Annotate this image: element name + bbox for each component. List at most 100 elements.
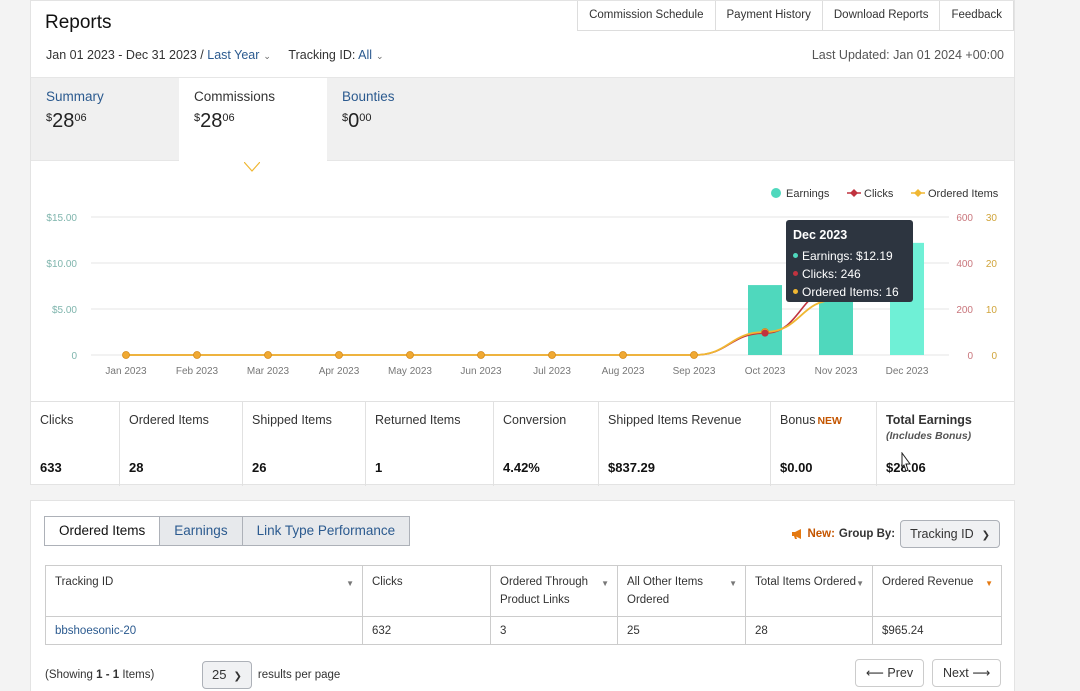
y-right-clicks-tick-label: 200 — [956, 305, 973, 316]
y-right-clicks-tick-label: 400 — [956, 259, 973, 270]
tab-commissions-label: Commissions — [194, 89, 276, 104]
new-label: New: — [807, 528, 835, 540]
prev-button[interactable]: ⟵ Prev — [855, 659, 925, 687]
col-ordered-revenue[interactable]: Ordered Revenue ▼ — [872, 565, 1002, 617]
group-by: New: Group By: Tracking ID ❯ — [791, 520, 1000, 548]
megaphone-icon — [792, 529, 802, 539]
col-clicks[interactable]: Clicks — [362, 565, 491, 617]
chevron-down-icon: ⌄ — [263, 51, 271, 61]
y-right-items-tick-label: 0 — [991, 351, 997, 362]
last-updated: Last Updated: Jan 01 2024 +00:00 — [811, 48, 1004, 62]
stat-clicks: Clicks 633 — [31, 402, 120, 486]
commission-schedule-button[interactable]: Commission Schedule — [577, 1, 716, 31]
chevron-down-icon: ⌄ — [376, 51, 384, 61]
legend-label: Earnings — [786, 188, 830, 200]
sort-icon: ▼ — [601, 579, 609, 588]
tab-bounties-amount: $000 — [342, 110, 372, 132]
cell-total-items: 28 — [745, 616, 873, 645]
tab-commissions-amount: $2806 — [194, 110, 235, 132]
chevron-down-icon: ❯ — [233, 671, 242, 682]
ordered-items-point — [406, 351, 414, 359]
y-right-clicks-tick-label: 600 — [956, 213, 973, 224]
stats-bar: Clicks 633 Ordered Items 28 Shipped Items 2… — [31, 401, 1014, 486]
ordered-dot-icon — [793, 289, 798, 295]
y-right-items-tick-label: 20 — [986, 259, 998, 270]
tracking-id-link[interactable]: bbshoesonic-20 — [45, 616, 363, 645]
table-row: bbshoesonic-20 632 3 25 28 $965.24 — [45, 616, 1002, 645]
y-left-tick-label: $5.00 — [52, 305, 77, 316]
next-button[interactable]: Next ⟶ — [932, 659, 1002, 687]
chevron-down-icon: ❯ — [981, 530, 990, 541]
x-tick-label: Jan 2023 — [105, 366, 147, 377]
feedback-button[interactable]: Feedback — [939, 1, 1014, 31]
sort-icon: ▼ — [856, 579, 864, 588]
x-tick-label: Sep 2023 — [673, 366, 716, 377]
y-right-items-tick-label: 10 — [986, 305, 998, 316]
x-tick-label: Jun 2023 — [460, 366, 502, 377]
tab-summary-amount: $2806 — [46, 110, 87, 132]
group-by-select[interactable]: Tracking ID ❯ — [900, 520, 1000, 548]
earnings-dot-icon — [793, 253, 798, 259]
reports-card: Reports Commission Schedule Payment Hist… — [30, 0, 1015, 486]
x-tick-label: Feb 2023 — [176, 366, 219, 377]
cell-clicks: 632 — [362, 616, 491, 645]
x-tick-label: Apr 2023 — [319, 366, 360, 377]
new-badge: NEW — [817, 415, 842, 427]
tab-commissions[interactable]: Commissions $2806 — [179, 78, 327, 163]
ordered-items-point — [122, 351, 130, 359]
clicks-dot-icon — [793, 271, 798, 277]
x-tick-label: Oct 2023 — [745, 366, 786, 377]
col-ordered-through[interactable]: Ordered Through Product Links ▼ — [490, 565, 618, 617]
col-total-items[interactable]: Total Items Ordered ▼ — [745, 565, 873, 617]
sort-icon: ▼ — [346, 579, 354, 588]
y-left-tick-label: 0 — [71, 351, 77, 362]
stat-shipped-revenue: Shipped Items Revenue $837.29 — [599, 402, 771, 486]
legend-earnings-icon — [771, 188, 781, 198]
ordered-items-point — [477, 351, 485, 359]
tooltip-title: Dec 2023 — [793, 228, 848, 242]
y-right-items-tick-label: 30 — [986, 213, 998, 224]
showing-count: (Showing 1 - 1 Items) — [45, 669, 155, 681]
tab-earnings[interactable]: Earnings — [159, 516, 243, 546]
cell-all-other: 25 — [617, 616, 746, 645]
per-page-select[interactable]: 25 ❯ — [202, 661, 252, 689]
mouse-pointer-icon — [901, 452, 911, 472]
report-table: Tracking ID ▼ Clicks Ordered Through Prod… — [45, 565, 1002, 645]
report-tabs: Summary $2806 Commissions $2806 Bounties… — [31, 77, 1014, 163]
tab-link-type-performance[interactable]: Link Type Performance — [241, 516, 411, 546]
y-left-tick-label: $15.00 — [46, 213, 77, 224]
tracking-id-label: Tracking ID: — [288, 48, 356, 62]
tracking-id-dropdown[interactable]: All ⌄ — [358, 48, 384, 62]
col-all-other[interactable]: All Other Items Ordered ▼ — [617, 565, 746, 617]
ordered-items-point — [690, 351, 698, 359]
download-reports-button[interactable]: Download Reports — [821, 1, 941, 31]
stat-bonus: Bonus NEW $0.00 — [771, 402, 877, 486]
cell-ordered-through: 3 — [490, 616, 618, 645]
x-tick-label: May 2023 — [388, 366, 432, 377]
x-tick-label: Mar 2023 — [247, 366, 290, 377]
ordered-items-point — [619, 351, 627, 359]
tab-bounties-label: Bounties — [342, 89, 395, 104]
earnings-chart: $15.00 $10.00 $5.00 0 600 400 200 0 30 20 10 0 Jan 2… — [46, 188, 999, 377]
ordered-items-point — [335, 351, 343, 359]
tooltip-earnings: Earnings: $12.19 — [793, 247, 906, 265]
tooltip-clicks: Clicks: 246 — [793, 265, 906, 283]
sort-icon: ▼ — [729, 579, 737, 588]
tab-summary-label: Summary — [46, 89, 104, 104]
payment-history-button[interactable]: Payment History — [714, 1, 823, 31]
earnings-bar — [748, 285, 782, 355]
stat-ordered-items: Ordered Items 28 — [120, 402, 243, 486]
group-by-label: Group By: — [838, 528, 896, 540]
ordered-items-point — [193, 351, 201, 359]
x-tick-label: Aug 2023 — [602, 366, 645, 377]
col-tracking-id[interactable]: Tracking ID ▼ — [45, 565, 363, 617]
active-tab-pointer-icon — [244, 162, 260, 172]
legend-label: Clicks — [864, 188, 894, 200]
table-header-row: Tracking ID ▼ Clicks Ordered Through Prod… — [45, 565, 1002, 617]
tab-summary[interactable]: Summary $2806 — [31, 78, 179, 162]
page-title: Reports — [45, 12, 112, 33]
tab-ordered-items[interactable]: Ordered Items — [44, 516, 161, 546]
tab-bounties[interactable]: Bounties $000 — [327, 78, 475, 162]
detail-tabs: Ordered Items Earnings Link Type Perform… — [44, 516, 411, 546]
period-dropdown[interactable]: Last Year ⌄ — [207, 48, 271, 62]
